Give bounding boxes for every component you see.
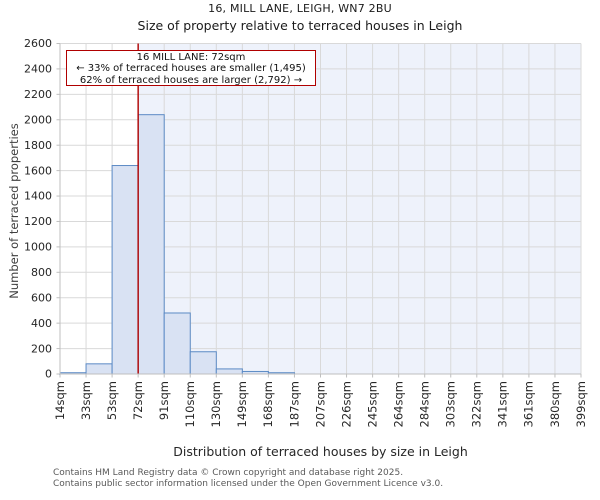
- x-tick-label: 226sqm: [339, 381, 353, 427]
- x-tick-label: 361sqm: [522, 381, 536, 427]
- x-tick-label: 33sqm: [79, 381, 93, 420]
- property-annotation-box: 16 MILL LANE: 72sqm ← 33% of terraced ho…: [66, 50, 316, 86]
- attribution-footer: Contains HM Land Registry data © Crown c…: [53, 468, 443, 489]
- y-axis-title: Number of terraced properties: [7, 123, 21, 299]
- y-tick-label: 1800: [24, 139, 52, 152]
- footer-line-1: Contains HM Land Registry data © Crown c…: [53, 468, 404, 478]
- x-tick-label: 168sqm: [261, 381, 275, 427]
- annotation-smaller-stat: ← 33% of terraced houses are smaller (1,…: [76, 63, 306, 75]
- annotation-property-label: 16 MILL LANE: 72sqm: [136, 52, 246, 63]
- histogram-bar: [137, 114, 165, 375]
- histogram-bar: [85, 363, 113, 375]
- x-tick-label: 14sqm: [53, 381, 67, 420]
- x-tick-label: 207sqm: [313, 381, 327, 427]
- x-tick-label: 53sqm: [105, 381, 119, 420]
- y-tick-label: 400: [31, 317, 52, 330]
- y-tick-label: 1400: [24, 190, 52, 203]
- y-tick-label: 1000: [24, 241, 52, 254]
- histogram-bar: [163, 312, 191, 375]
- chart-title: 16, MILL LANE, LEIGH, WN7 2BU: [208, 2, 392, 15]
- histogram-bar: [189, 351, 217, 375]
- histogram-bar: [215, 368, 243, 375]
- x-tick-label: 284sqm: [418, 381, 432, 427]
- x-tick-label: 130sqm: [209, 381, 223, 427]
- y-tick-label: 0: [45, 368, 52, 381]
- x-tick-label: 399sqm: [574, 381, 588, 427]
- x-tick-label: 341sqm: [496, 381, 510, 427]
- histogram-bar: [111, 165, 139, 375]
- y-tick-label: 2400: [24, 63, 52, 76]
- annotation-larger-stat: 62% of terraced houses are larger (2,792…: [79, 74, 303, 86]
- y-tick-label: 1600: [24, 164, 52, 177]
- x-tick-label: 187sqm: [287, 381, 301, 427]
- footer-line-2: Contains public sector information licen…: [53, 478, 444, 489]
- y-tick-label: 600: [31, 291, 52, 304]
- y-tick-label: 200: [31, 342, 52, 355]
- y-tick-label: 1200: [24, 215, 52, 228]
- x-tick-label: 110sqm: [183, 381, 197, 427]
- y-tick-label: 2600: [24, 37, 52, 50]
- x-tick-label: 264sqm: [391, 381, 405, 427]
- x-axis-title: Distribution of terraced houses by size …: [173, 444, 468, 459]
- x-tick-label: 322sqm: [470, 381, 484, 427]
- x-tick-label: 72sqm: [131, 381, 145, 420]
- x-tick-label: 380sqm: [548, 381, 562, 427]
- x-tick-label: 303sqm: [444, 381, 458, 427]
- x-tick-label: 245sqm: [365, 381, 379, 427]
- y-tick-label: 2200: [24, 88, 52, 101]
- x-tick-label: 149sqm: [235, 381, 249, 427]
- y-tick-label: 800: [31, 266, 52, 279]
- chart-subtitle: Size of property relative to terraced ho…: [137, 18, 463, 33]
- x-tick-label: 91sqm: [157, 381, 171, 420]
- larger-than-property-region: [138, 43, 581, 374]
- y-tick-label: 2000: [24, 113, 52, 126]
